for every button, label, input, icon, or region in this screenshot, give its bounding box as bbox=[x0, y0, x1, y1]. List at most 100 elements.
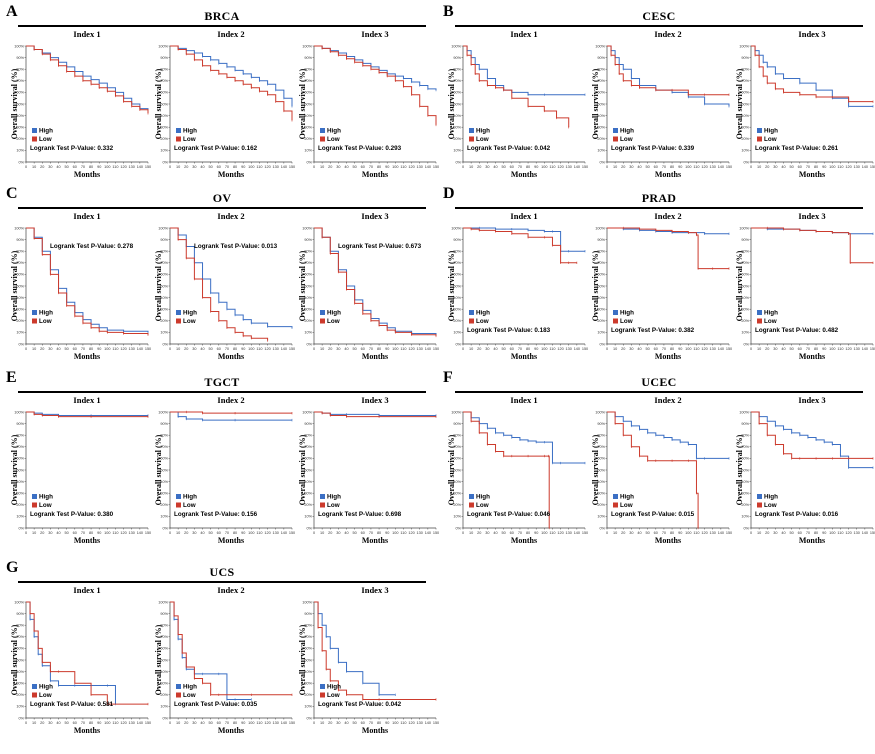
legend-swatch-high bbox=[469, 310, 474, 315]
x-tick-label: 50 bbox=[353, 165, 357, 169]
panel-letter: G bbox=[6, 559, 19, 576]
y-tick-label: 30% bbox=[741, 492, 749, 496]
x-tick-label: 0 bbox=[462, 165, 464, 169]
x-tick-label: 110 bbox=[256, 165, 262, 169]
x-tick-label: 120 bbox=[408, 531, 414, 535]
y-tick-label: 50% bbox=[160, 102, 168, 106]
y-tick-label: 90% bbox=[453, 422, 461, 426]
y-tick-label: 70% bbox=[304, 261, 312, 265]
x-axis-label: Months bbox=[799, 352, 825, 361]
x-tick-label: 110 bbox=[693, 165, 699, 169]
panel-letter: F bbox=[443, 369, 453, 386]
x-tick-label: 110 bbox=[549, 347, 555, 351]
x-tick-label: 60 bbox=[654, 165, 658, 169]
x-tick-label: 130 bbox=[854, 347, 860, 351]
y-axis-label: Overall survival (%) bbox=[154, 624, 163, 695]
x-tick-label: 110 bbox=[837, 531, 843, 535]
x-tick-label: 30 bbox=[485, 165, 489, 169]
x-tick-label: 10 bbox=[613, 347, 617, 351]
x-tick-label: 140 bbox=[718, 347, 724, 351]
x-tick-label: 40 bbox=[637, 347, 641, 351]
y-tick-label: 90% bbox=[16, 238, 24, 242]
y-tick-label: 30% bbox=[597, 126, 605, 130]
y-tick-label: 90% bbox=[160, 238, 168, 242]
y-tick-label: 100% bbox=[595, 44, 605, 48]
y-tick-label: 20% bbox=[160, 319, 168, 323]
pvalue-label: Logrank Test P-Value: 0.162 bbox=[174, 145, 258, 152]
y-tick-label: 0% bbox=[600, 342, 606, 346]
y-tick-label: 70% bbox=[160, 635, 168, 639]
y-tick-label: 60% bbox=[453, 273, 461, 277]
panel-title: CESC bbox=[642, 9, 676, 23]
y-tick-label: 90% bbox=[453, 238, 461, 242]
y-tick-label: 10% bbox=[16, 149, 24, 153]
km-plot: Index 1 0% 10% 20% 30% 40% 50% 60% 70% 80% 90% 100%… bbox=[10, 211, 151, 361]
y-tick-label: 70% bbox=[16, 445, 24, 449]
y-tick-label: 50% bbox=[597, 468, 605, 472]
x-tick-label: 20 bbox=[328, 165, 332, 169]
legend-label: Low bbox=[764, 318, 777, 325]
legend-swatch-low bbox=[320, 318, 325, 324]
y-tick-label: 60% bbox=[597, 91, 605, 95]
x-tick-label: 60 bbox=[217, 347, 221, 351]
legend-label: High bbox=[39, 494, 53, 501]
x-tick-label: 70 bbox=[81, 347, 85, 351]
legend-swatch-high bbox=[176, 494, 181, 499]
pvalue-label: Logrank Test P-Value: 0.278 bbox=[50, 243, 134, 250]
y-tick-label: 90% bbox=[160, 422, 168, 426]
km-plot: Index 1 0% 10% 20% 30% 40% 50% 60% 70% 80% 90% 100%… bbox=[10, 395, 151, 545]
x-tick-label: 10 bbox=[176, 165, 180, 169]
x-tick-label: 80 bbox=[670, 165, 674, 169]
pvalue-label: Logrank Test P-Value: 0.183 bbox=[467, 327, 551, 334]
y-tick-label: 30% bbox=[597, 492, 605, 496]
y-tick-label: 20% bbox=[160, 503, 168, 507]
legend-label: Low bbox=[327, 692, 340, 699]
x-tick-label: 60 bbox=[217, 721, 221, 725]
x-tick-label: 50 bbox=[209, 531, 213, 535]
x-tick-label: 50 bbox=[790, 531, 794, 535]
pvalue-label: Logrank Test P-Value: 0.042 bbox=[467, 145, 551, 152]
y-tick-label: 60% bbox=[16, 273, 24, 277]
y-tick-label: 30% bbox=[304, 682, 312, 686]
panel-title: UCS bbox=[209, 565, 235, 579]
x-tick-label: 50 bbox=[65, 721, 69, 725]
y-tick-label: 10% bbox=[160, 331, 168, 335]
y-tick-label: 80% bbox=[304, 68, 312, 72]
x-tick-label: 100 bbox=[541, 165, 547, 169]
x-tick-label: 0 bbox=[313, 347, 315, 351]
x-tick-label: 80 bbox=[89, 531, 93, 535]
x-tick-label: 150 bbox=[870, 347, 875, 351]
series-line-high bbox=[170, 45, 293, 107]
subplot-title: Index 1 bbox=[510, 211, 537, 221]
panel-letter: E bbox=[6, 369, 17, 386]
legend-swatch-low bbox=[32, 136, 37, 142]
subplot-title: Index 1 bbox=[73, 29, 100, 39]
subplot-title: Index 3 bbox=[361, 211, 388, 221]
y-tick-label: 0% bbox=[19, 526, 25, 530]
y-tick-label: 90% bbox=[741, 238, 749, 242]
x-tick-label: 50 bbox=[65, 347, 69, 351]
legend-label: High bbox=[476, 128, 490, 135]
y-tick-label: 50% bbox=[16, 102, 24, 106]
panel-divider bbox=[18, 391, 426, 393]
y-tick-label: 0% bbox=[456, 342, 462, 346]
x-tick-label: 20 bbox=[621, 165, 625, 169]
x-tick-label: 30 bbox=[336, 721, 340, 725]
km-plot: Index 3 0% 10% 20% 30% 40% 50% 60% 70% 80% 90% 100%… bbox=[298, 211, 439, 361]
x-tick-label: 20 bbox=[621, 347, 625, 351]
x-tick-label: 110 bbox=[400, 347, 406, 351]
subplot-title: Index 2 bbox=[654, 29, 681, 39]
legend-swatch-low bbox=[757, 136, 762, 142]
x-tick-label: 0 bbox=[313, 165, 315, 169]
x-tick-label: 30 bbox=[773, 531, 777, 535]
km-subplot: Index 1 0% 10% 20% 30% 40% 50% 60% 70% 80% 90% 100%… bbox=[447, 28, 589, 198]
panel-g: G UCS bbox=[6, 560, 426, 740]
x-tick-label: 130 bbox=[417, 165, 423, 169]
x-tick-label: 100 bbox=[685, 531, 691, 535]
x-tick-label: 50 bbox=[65, 531, 69, 535]
legend-swatch-high bbox=[176, 128, 181, 133]
x-tick-label: 30 bbox=[48, 347, 52, 351]
y-tick-label: 0% bbox=[600, 526, 606, 530]
km-plot: Index 1 0% 10% 20% 30% 40% 50% 60% 70% 80% 90% 100%… bbox=[447, 211, 588, 361]
panel-divider bbox=[18, 207, 426, 209]
